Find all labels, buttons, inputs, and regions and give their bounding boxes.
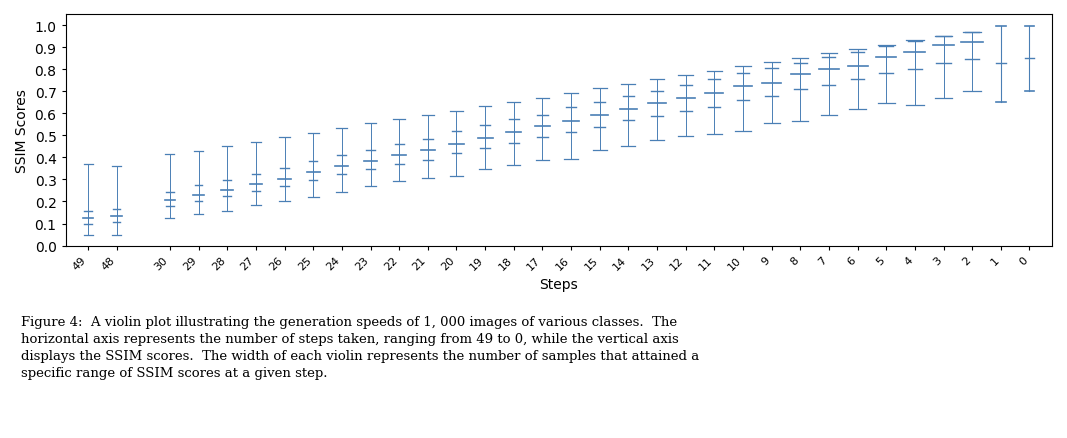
X-axis label: Steps: Steps bbox=[540, 278, 578, 292]
Text: Figure 4:  A violin plot illustrating the generation speeds of 1, 000 images of : Figure 4: A violin plot illustrating the… bbox=[21, 315, 700, 379]
Y-axis label: SSIM Scores: SSIM Scores bbox=[15, 88, 29, 172]
